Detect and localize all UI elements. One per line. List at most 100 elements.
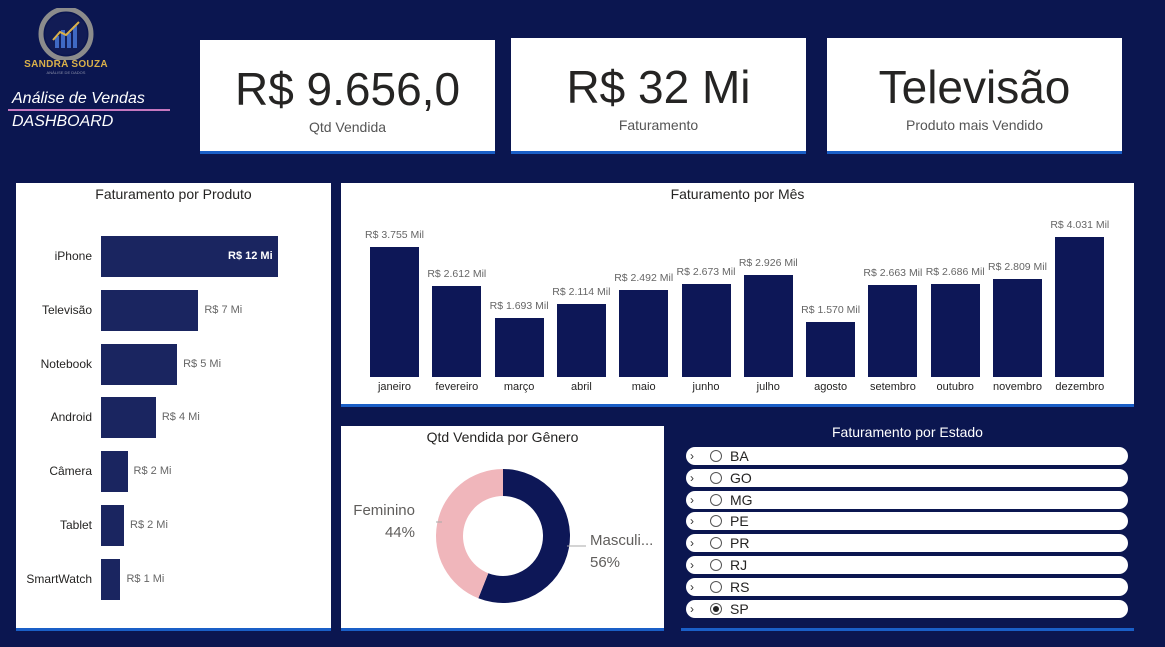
bar-category-label: iPhone	[54, 249, 92, 263]
bar-value-label: R$ 2.809 Mil	[988, 261, 1047, 274]
bar-value-label: R$ 2.686 Mil	[925, 265, 985, 278]
bar-agosto[interactable]	[806, 322, 856, 377]
donut-slice-feminino[interactable]	[436, 469, 503, 599]
divider	[681, 628, 1134, 631]
donut-percent-male: 56%	[590, 554, 621, 571]
chart-title: Faturamento por Mês	[670, 186, 805, 202]
logo-emblem	[38, 6, 94, 62]
bar-category-label: SmartWatch	[26, 571, 92, 586]
radio-button[interactable]	[710, 580, 722, 593]
kpi-label: Produto mais Vendido	[906, 117, 1043, 133]
radio-button[interactable]	[710, 537, 722, 550]
bar-setembro[interactable]	[868, 284, 918, 377]
chevron-right-icon[interactable]: ›	[690, 558, 694, 572]
kpi-card-produto-mais-vendido[interactable]: Televisão Produto mais Vendido	[827, 38, 1122, 154]
radio-button[interactable]	[710, 450, 722, 462]
chevron-right-icon[interactable]: ›	[690, 470, 694, 485]
chart-title: Qtd Vendida por Gênero	[426, 429, 579, 445]
kpi-value: Televisão	[878, 61, 1071, 113]
state-filter-item-ba[interactable]: › BA	[686, 447, 1128, 465]
bar-iphone[interactable]	[101, 236, 278, 277]
bar-value-label: R$ 2 Mi	[130, 519, 168, 531]
bar-abril[interactable]	[556, 303, 606, 377]
title-underline	[8, 109, 170, 111]
bar-smartwatch[interactable]	[101, 558, 121, 600]
panel-faturamento-por-produto[interactable]: Faturamento por Produto iPhone R$ 12 Mi Te…	[16, 183, 331, 631]
state-name: GO	[730, 469, 752, 486]
state-name: MG	[730, 491, 753, 508]
bar-dezembro[interactable]	[1055, 237, 1105, 377]
bar-tablet[interactable]	[101, 505, 124, 546]
state-name: BA	[730, 448, 749, 464]
state-filter-title: Faturamento por Estado	[832, 424, 983, 440]
chevron-right-icon[interactable]: ›	[690, 536, 694, 551]
bar-category-label: novembro	[993, 381, 1042, 393]
bar-value-label: R$ 1.693 Mil	[489, 300, 549, 313]
bar-category-label: março	[503, 381, 535, 393]
state-filter-item-sp[interactable]: › SP	[686, 599, 1128, 618]
bar-value-label: R$ 2.114 Mil	[552, 285, 611, 298]
chevron-right-icon[interactable]: ›	[690, 601, 694, 616]
bar-março[interactable]	[494, 318, 544, 377]
state-name: PR	[730, 535, 750, 552]
state-filter-item-pe[interactable]: › PE	[686, 512, 1128, 531]
bar-value-label: R$ 2.673 Mil	[676, 266, 736, 279]
bar-junho[interactable]	[681, 284, 731, 377]
bar-notebook[interactable]	[101, 343, 178, 385]
bar-maio[interactable]	[619, 290, 669, 377]
brand-name: SANDRA SOUZA	[24, 59, 108, 70]
bar-value-label: R$ 1.570 Mil	[801, 304, 861, 317]
radio-button[interactable]	[710, 493, 722, 506]
radio-button[interactable]	[710, 471, 722, 484]
page-title: Análise de Vendas	[12, 90, 145, 107]
panel-faturamento-por-mes[interactable]: Faturamento por Mês R$ 3.755 Mil janeiro R…	[341, 183, 1134, 407]
bar-televisão[interactable]	[101, 289, 199, 331]
bar-category-label: fevereiro	[435, 381, 479, 393]
bar-category-label: janeiro	[377, 381, 412, 393]
state-filter-item-rj[interactable]: › RJ	[686, 556, 1128, 574]
radio-button[interactable]	[710, 515, 722, 528]
radio-button[interactable]	[710, 559, 722, 571]
chart-title: Faturamento por Produto	[95, 186, 252, 202]
panel-qtd-vendida-por-genero[interactable]: Qtd Vendida por Gênero Feminino 44% Masc…	[341, 426, 664, 631]
state-name: SP	[730, 600, 749, 617]
bar-câmera[interactable]	[101, 451, 128, 493]
bar-fevereiro[interactable]	[432, 286, 482, 377]
kpi-card-faturamento[interactable]: R$ 32 Mi Faturamento	[511, 38, 806, 154]
bar-janeiro[interactable]	[370, 246, 419, 377]
bar-julho[interactable]	[743, 275, 793, 377]
donut-percent-female: 44%	[384, 524, 415, 541]
gender-donut-chart	[436, 469, 586, 603]
kpi-value: R$ 9.656,0	[234, 63, 461, 115]
bar-android[interactable]	[101, 397, 156, 439]
donut-label-male: Masculi...	[590, 532, 654, 549]
bar-category-label: abril	[570, 381, 592, 393]
bar-value-label: R$ 4 Mi	[161, 411, 200, 424]
bar-category-label: maio	[631, 381, 656, 393]
state-filter-item-rs[interactable]: › RS	[686, 577, 1128, 596]
kpi-value: R$ 32 Mi	[566, 61, 751, 113]
bar-value-label: R$ 2.663 Mil	[863, 266, 923, 279]
chevron-right-icon[interactable]: ›	[690, 449, 694, 463]
bar-category-label: Android	[50, 410, 92, 425]
donut-slice-masculino[interactable]	[478, 469, 570, 603]
chevron-right-icon[interactable]: ›	[690, 514, 694, 529]
bar-category-label: julho	[756, 381, 780, 393]
bar-value-label: R$ 5 Mi	[183, 357, 222, 370]
state-name: RS	[730, 578, 750, 595]
bar-category-label: dezembro	[1055, 381, 1105, 393]
bar-category-label: setembro	[869, 381, 916, 393]
bar-value-label: R$ 2.926 Mil	[738, 257, 798, 270]
chevron-right-icon[interactable]: ›	[690, 579, 694, 594]
kpi-card-qtd-vendida[interactable]: R$ 9.656,0 Qtd Vendida	[200, 40, 495, 154]
state-name: RJ	[730, 557, 748, 573]
bar-outubro[interactable]	[930, 283, 980, 377]
radio-button[interactable]	[710, 602, 722, 615]
bar-value-label: R$ 4.031 Mil	[1050, 219, 1110, 231]
state-filter-item-go[interactable]: › GO	[686, 468, 1128, 487]
state-filter-item-mg[interactable]: › MG	[686, 490, 1128, 509]
state-filter-item-pr[interactable]: › PR	[686, 534, 1128, 553]
chevron-right-icon[interactable]: ›	[690, 492, 694, 507]
bar-category-label: Tablet	[59, 518, 92, 532]
bar-novembro[interactable]	[993, 279, 1042, 377]
